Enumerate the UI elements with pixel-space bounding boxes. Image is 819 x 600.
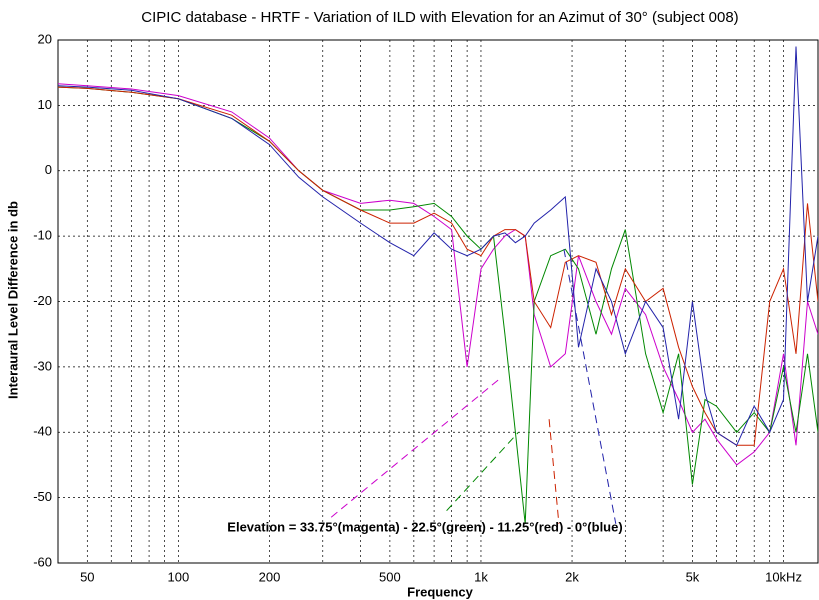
annotation: Elevation = 33.75°(magenta) - 22.5°(gree… bbox=[227, 519, 622, 534]
x-tick-label: 1k bbox=[474, 569, 488, 584]
x-tick-label: 10kHz bbox=[765, 569, 802, 584]
y-tick-label: -10 bbox=[33, 228, 52, 243]
y-tick-label: -40 bbox=[33, 424, 52, 439]
y-tick-label: 10 bbox=[38, 97, 52, 112]
y-tick-label: -30 bbox=[33, 358, 52, 373]
y-tick-label: -20 bbox=[33, 293, 52, 308]
x-tick-label: 50 bbox=[80, 569, 94, 584]
y-axis-label: Interaural Level Difference in db bbox=[5, 201, 20, 399]
line bbox=[58, 46, 818, 447]
dashed-line bbox=[330, 379, 499, 518]
x-tick-label: 500 bbox=[379, 569, 401, 584]
y-tick-label: -50 bbox=[33, 489, 52, 504]
x-tick-label: 5k bbox=[686, 569, 700, 584]
dashed-line bbox=[446, 431, 519, 512]
dashed-line bbox=[563, 249, 617, 524]
y-tick-label: 0 bbox=[45, 162, 52, 177]
y-tick-label: -60 bbox=[33, 554, 52, 569]
dashed-line bbox=[548, 419, 560, 524]
x-tick-label: 100 bbox=[168, 569, 190, 584]
y-tick-label: 20 bbox=[38, 31, 52, 46]
x-tick-label: 2k bbox=[565, 569, 579, 584]
chart-title: CIPIC database - HRTF - Variation of ILD… bbox=[141, 9, 738, 26]
x-axis-label: Frequency bbox=[407, 584, 474, 599]
x-tick-label: 200 bbox=[259, 569, 281, 584]
